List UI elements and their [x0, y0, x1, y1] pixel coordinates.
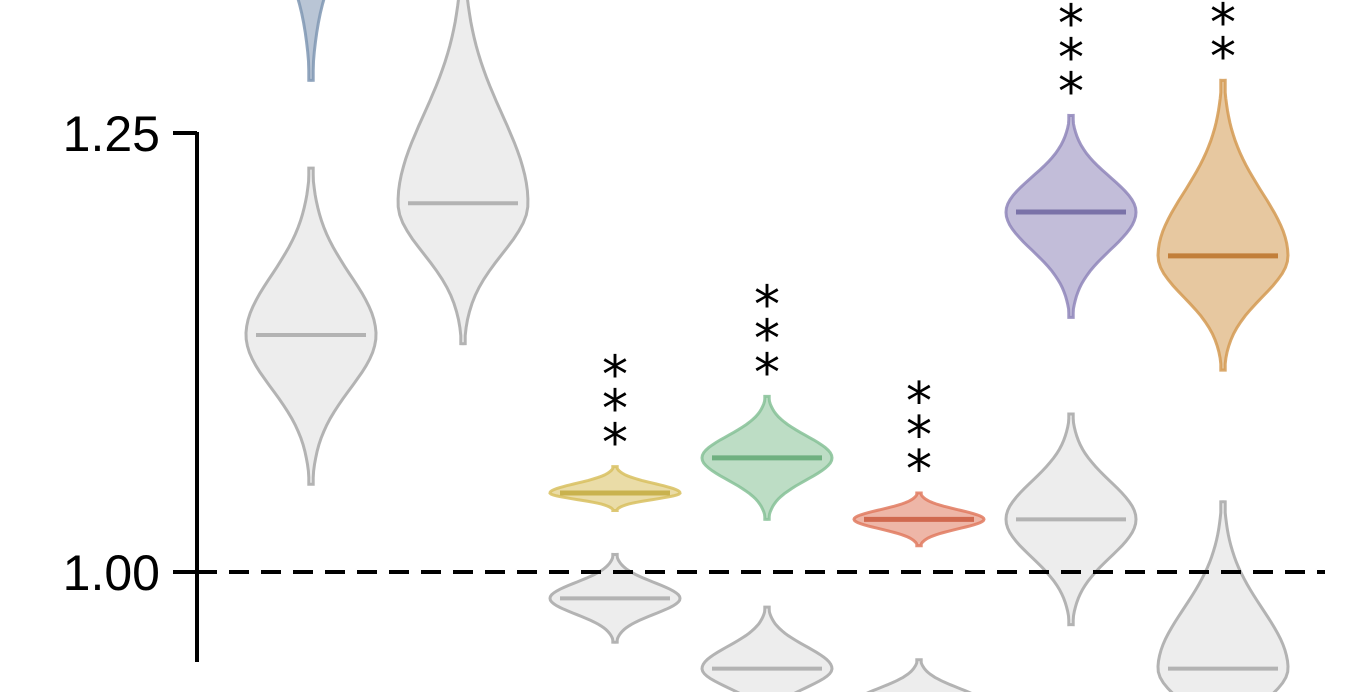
violin-group — [548, 465, 682, 513]
significance-star: * — [754, 275, 780, 335]
significance-star: * — [1058, 62, 1084, 122]
significance-star: * — [1058, 0, 1084, 54]
violin-layer — [244, 0, 1290, 692]
violin-baseline — [244, 166, 378, 486]
significance-star: * — [1058, 28, 1084, 88]
violin-baseline — [396, 0, 530, 346]
violin-group — [1004, 113, 1138, 319]
significance-star: * — [906, 372, 932, 432]
significance-layer: ********************* — [602, 0, 1236, 500]
y-tick-label: 1.00 — [63, 545, 160, 601]
violin-baseline — [1156, 500, 1290, 692]
significance-star: * — [906, 440, 932, 500]
violin-baseline — [700, 605, 834, 692]
significance-star: * — [906, 406, 932, 466]
violin-baseline — [866, 658, 972, 692]
significance-star: * — [1210, 0, 1236, 53]
significance-star: * — [602, 380, 628, 440]
violin-group — [1156, 78, 1290, 372]
significance-star: * — [602, 414, 628, 474]
y-axis: 1.001.251.501.75 — [63, 106, 199, 662]
significance-star: * — [1210, 0, 1236, 19]
significance-star: * — [1210, 27, 1236, 87]
significance-star: * — [754, 309, 780, 369]
y-tick-label: 1.25 — [63, 106, 160, 162]
violin-group — [296, 0, 326, 82]
significance-star: * — [602, 346, 628, 406]
significance-star: * — [754, 343, 780, 403]
